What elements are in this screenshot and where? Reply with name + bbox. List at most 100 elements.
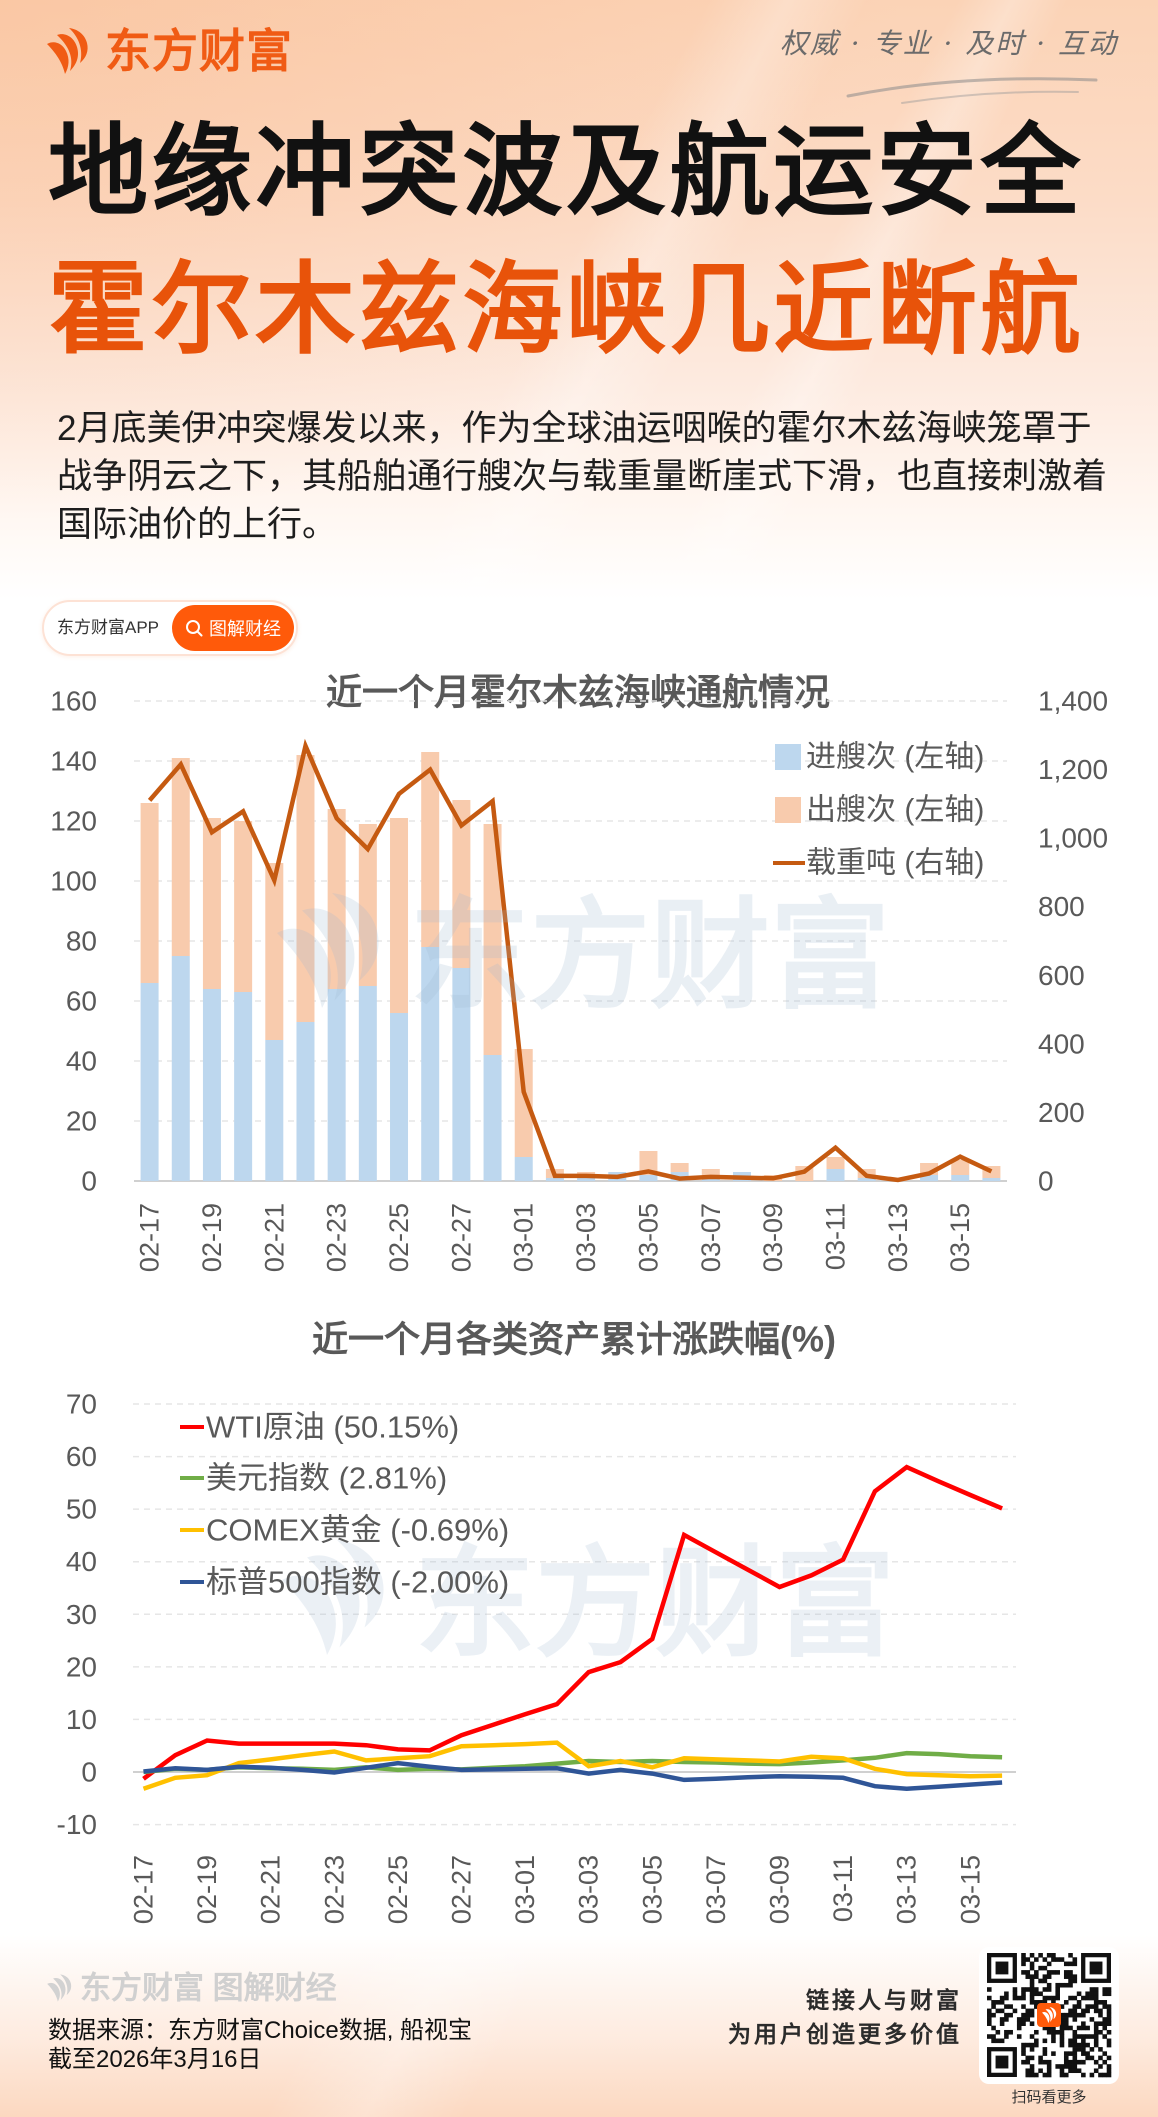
qr-module [1102,2051,1108,2056]
bar-inbound [358,986,377,1181]
y-right-tick-label: 800 [1038,891,1085,922]
legend-label-outbound: 出艘次 (左轴) [806,794,984,827]
app-badge[interactable]: 东方财富APP 图解财经 [42,600,298,656]
bar-outbound [639,1151,658,1175]
qr-module [1081,2025,1086,2031]
qr-module [1034,2042,1039,2048]
y-right-tick-label: 0 [1038,1166,1054,1197]
qr-module [987,1987,992,1992]
qr-module [1068,1995,1073,2001]
qr-module [1055,1987,1060,1992]
qr-module [1055,1995,1060,2001]
bar-inbound [265,1040,284,1181]
qr-module [1038,1991,1043,1997]
qr-module [1093,2008,1099,2014]
qr-module [1093,1991,1099,1997]
qr-module [1034,2038,1039,2044]
footer-brand-text: 东方财富 图解财经 [80,1971,337,2006]
qr-module [1046,1961,1052,1967]
qr-module [1025,2008,1031,2014]
bar-inbound [920,1175,939,1181]
x-tick-label: 03-05 [637,1855,667,1924]
qr-module [1004,1991,1009,1997]
tujie-caijing-button[interactable]: 图解财经 [172,605,294,651]
qr-module [1021,1991,1026,1997]
qr-module [1076,2068,1082,2074]
y-tick-label: 40 [66,1546,97,1577]
asset-returns-chart: 近一个月各类资产累计涨跌幅(%) 东方财富 70 60 50 40 30 20 10 0 -10… [57,1319,1016,1924]
qr-module [1081,2059,1086,2065]
qr-module [1046,1987,1052,1992]
line-wti [142,1464,1003,1781]
qr-module [1102,1987,1108,1992]
qr-module [1085,2008,1090,2014]
qr-module [1072,2029,1078,2035]
bar-inbound [701,1178,720,1181]
x-tick-label: 03-09 [758,1203,788,1272]
qr-module [1059,2017,1065,2022]
y-tick-label: 70 [66,1389,97,1420]
headline-line-2: 霍尔木兹海峡几近断航 [48,254,1084,366]
line-series [142,1464,1003,1792]
qr-module [991,2034,996,2039]
legend-swatch-inbound [775,744,801,770]
watermark-text: 东方财富 [415,1537,895,1671]
qr-module [1093,2059,1099,2065]
bar-outbound [171,758,190,956]
x-tick-label: 02-27 [446,1203,476,1272]
qr-module [1098,2012,1103,2018]
qr-module [1072,2064,1078,2069]
qr-module [1085,2051,1090,2056]
bar-inbound [857,1178,876,1181]
qr-module [1038,2059,1043,2065]
qr-module [1029,2068,1035,2074]
qr-module [1051,2051,1056,2056]
qr-module [1068,2051,1073,2056]
qr-module [1098,2055,1103,2061]
qr-module [1021,1987,1026,1992]
qr-module [999,2017,1005,2022]
qr-module [1034,2029,1039,2035]
qr-module [1059,2068,1065,2074]
watermark-text: 东方财富 [410,889,890,1023]
qr-module [1034,2004,1039,2009]
qr-module [1072,2008,1078,2014]
qr-module [1089,1987,1095,1992]
qr-module [987,2017,992,2022]
bar-inbound [577,1178,596,1181]
bar-outbound [951,1160,970,1175]
qr-module [1034,1987,1039,1992]
qr-module [1098,2021,1103,2026]
qr-module [1059,2029,1065,2035]
data-source: 数据来源：东方财富Choice数据, 船视宝 [48,2017,473,2044]
x-tick-label: 03-07 [696,1203,726,1272]
qr-module [1021,1995,1026,2001]
qr-module [1098,2072,1103,2078]
bar-inbound [296,1022,315,1181]
qr-module [991,2025,996,2031]
qr-module [1089,2055,1095,2061]
shipping-chart: 近一个月霍尔木兹海峡通航情况 东方财富 160 140 120 100 80 60 40 20… [50,672,1108,1273]
qr-module [1076,2047,1082,2052]
x-tick-label: 03-01 [510,1855,540,1924]
qr-module [1098,2047,1103,2052]
qr-module [1004,2017,1009,2022]
y-tick-label: 50 [66,1494,97,1525]
y-right-tick-label: 1,000 [1038,823,1108,854]
qr-module [1072,2004,1078,2009]
qr-module [1051,2034,1056,2039]
qr-module [1016,1995,1022,2001]
chart-title: 近一个月各类资产累计涨跌幅(%) [312,1319,836,1360]
qr-module [991,2000,996,2005]
bar-inbound [202,989,221,1181]
qr-module [1106,2017,1112,2022]
qr-module [1029,2021,1035,2026]
qr-module [1072,1974,1078,1979]
qr-module [1106,2012,1112,2018]
qr-module [1106,2068,1112,2074]
qr-module [995,2038,1001,2044]
bar-inbound [234,992,253,1181]
qr-module [1076,2012,1082,2018]
qr-module [1029,1995,1035,2001]
qr-module [1093,2034,1099,2039]
